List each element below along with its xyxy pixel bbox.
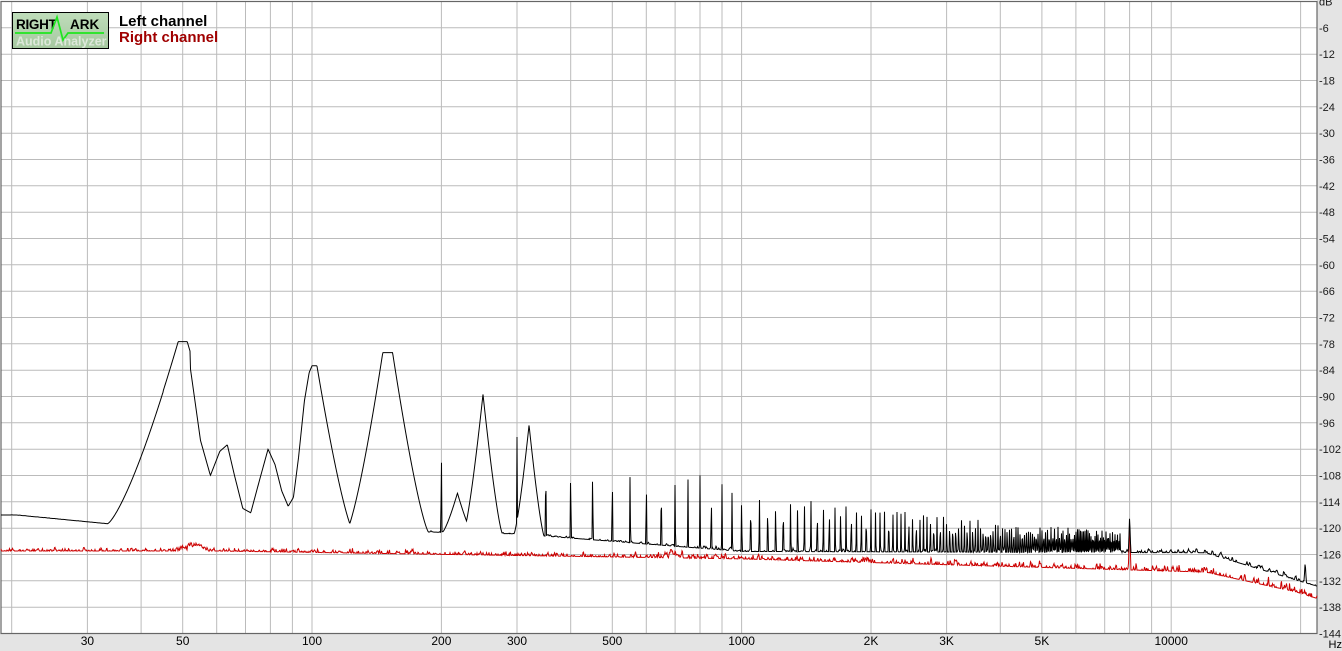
svg-text:-60: -60 bbox=[1319, 260, 1335, 272]
svg-text:Hz: Hz bbox=[1329, 639, 1342, 651]
svg-text:50: 50 bbox=[176, 634, 190, 648]
svg-text:dB: dB bbox=[1319, 0, 1332, 9]
svg-text:-18: -18 bbox=[1319, 76, 1335, 88]
svg-text:-78: -78 bbox=[1319, 339, 1335, 351]
svg-text:-24: -24 bbox=[1319, 102, 1335, 114]
svg-text:2K: 2K bbox=[864, 634, 879, 648]
svg-text:-90: -90 bbox=[1319, 392, 1335, 404]
svg-text:-48: -48 bbox=[1319, 207, 1335, 219]
svg-text:3K: 3K bbox=[939, 634, 954, 648]
svg-text:-72: -72 bbox=[1319, 313, 1335, 325]
svg-text:Audio Analyzer: Audio Analyzer bbox=[16, 35, 107, 49]
svg-text:-42: -42 bbox=[1319, 181, 1335, 193]
svg-text:10000: 10000 bbox=[1155, 634, 1189, 648]
svg-text:5K: 5K bbox=[1035, 634, 1050, 648]
svg-text:100: 100 bbox=[302, 634, 322, 648]
svg-text:-102: -102 bbox=[1319, 444, 1341, 456]
svg-text:-126: -126 bbox=[1319, 550, 1341, 562]
svg-text:30: 30 bbox=[81, 634, 95, 648]
svg-text:200: 200 bbox=[431, 634, 451, 648]
svg-text:-6: -6 bbox=[1319, 23, 1329, 35]
svg-text:-132: -132 bbox=[1319, 576, 1341, 588]
svg-text:-96: -96 bbox=[1319, 418, 1335, 430]
svg-text:-84: -84 bbox=[1319, 365, 1335, 377]
svg-text:1000: 1000 bbox=[728, 634, 755, 648]
svg-text:-108: -108 bbox=[1319, 471, 1341, 483]
svg-text:500: 500 bbox=[602, 634, 622, 648]
svg-text:-12: -12 bbox=[1319, 49, 1335, 61]
svg-text:-114: -114 bbox=[1319, 497, 1340, 509]
svg-text:ARK: ARK bbox=[70, 17, 99, 32]
svg-text:-36: -36 bbox=[1319, 155, 1335, 167]
svg-text:300: 300 bbox=[507, 634, 527, 648]
svg-text:-66: -66 bbox=[1319, 286, 1335, 298]
svg-text:-30: -30 bbox=[1319, 128, 1335, 140]
svg-text:-138: -138 bbox=[1319, 602, 1341, 614]
svg-text:-54: -54 bbox=[1319, 234, 1335, 246]
svg-text:-120: -120 bbox=[1319, 523, 1341, 535]
